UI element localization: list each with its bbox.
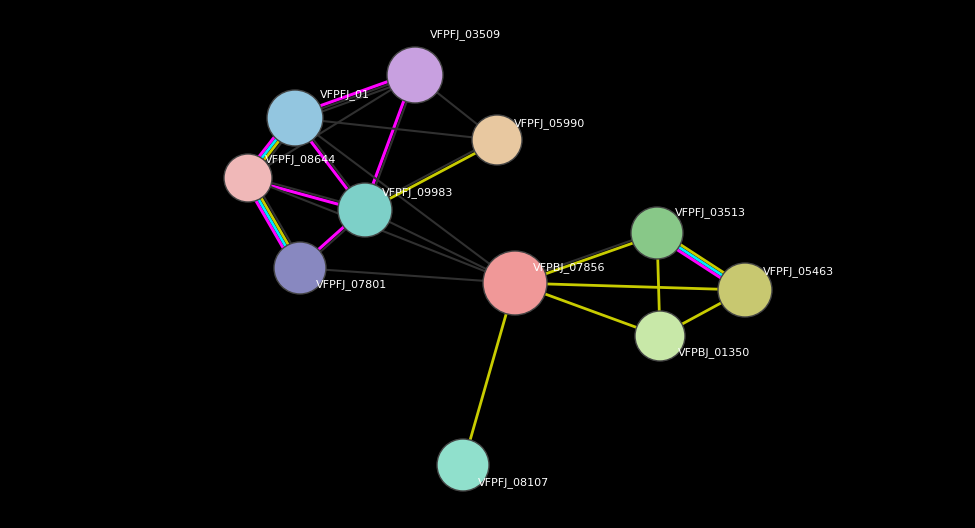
Text: VFPBJ_07856: VFPBJ_07856 bbox=[533, 262, 605, 274]
Circle shape bbox=[483, 251, 547, 315]
Text: VFPFJ_03509: VFPFJ_03509 bbox=[430, 30, 501, 41]
Text: VFPFJ_03513: VFPFJ_03513 bbox=[675, 208, 746, 219]
Circle shape bbox=[387, 47, 443, 103]
Circle shape bbox=[437, 439, 489, 491]
Text: VFPFJ_05463: VFPFJ_05463 bbox=[763, 267, 835, 277]
Circle shape bbox=[224, 154, 272, 202]
Text: VFPFJ_05990: VFPFJ_05990 bbox=[514, 119, 585, 129]
Circle shape bbox=[631, 207, 683, 259]
Circle shape bbox=[472, 115, 522, 165]
Text: VFPFJ_09983: VFPFJ_09983 bbox=[382, 187, 453, 199]
Text: VFPFJ_01: VFPFJ_01 bbox=[320, 90, 370, 100]
Circle shape bbox=[635, 311, 685, 361]
Circle shape bbox=[718, 263, 772, 317]
Circle shape bbox=[274, 242, 326, 294]
Text: VFPBJ_01350: VFPBJ_01350 bbox=[678, 347, 750, 359]
Text: VFPFJ_08107: VFPFJ_08107 bbox=[478, 477, 549, 488]
Circle shape bbox=[267, 90, 323, 146]
Text: VFPFJ_08644: VFPFJ_08644 bbox=[265, 155, 336, 165]
Text: VFPFJ_07801: VFPFJ_07801 bbox=[316, 279, 387, 290]
Circle shape bbox=[338, 183, 392, 237]
